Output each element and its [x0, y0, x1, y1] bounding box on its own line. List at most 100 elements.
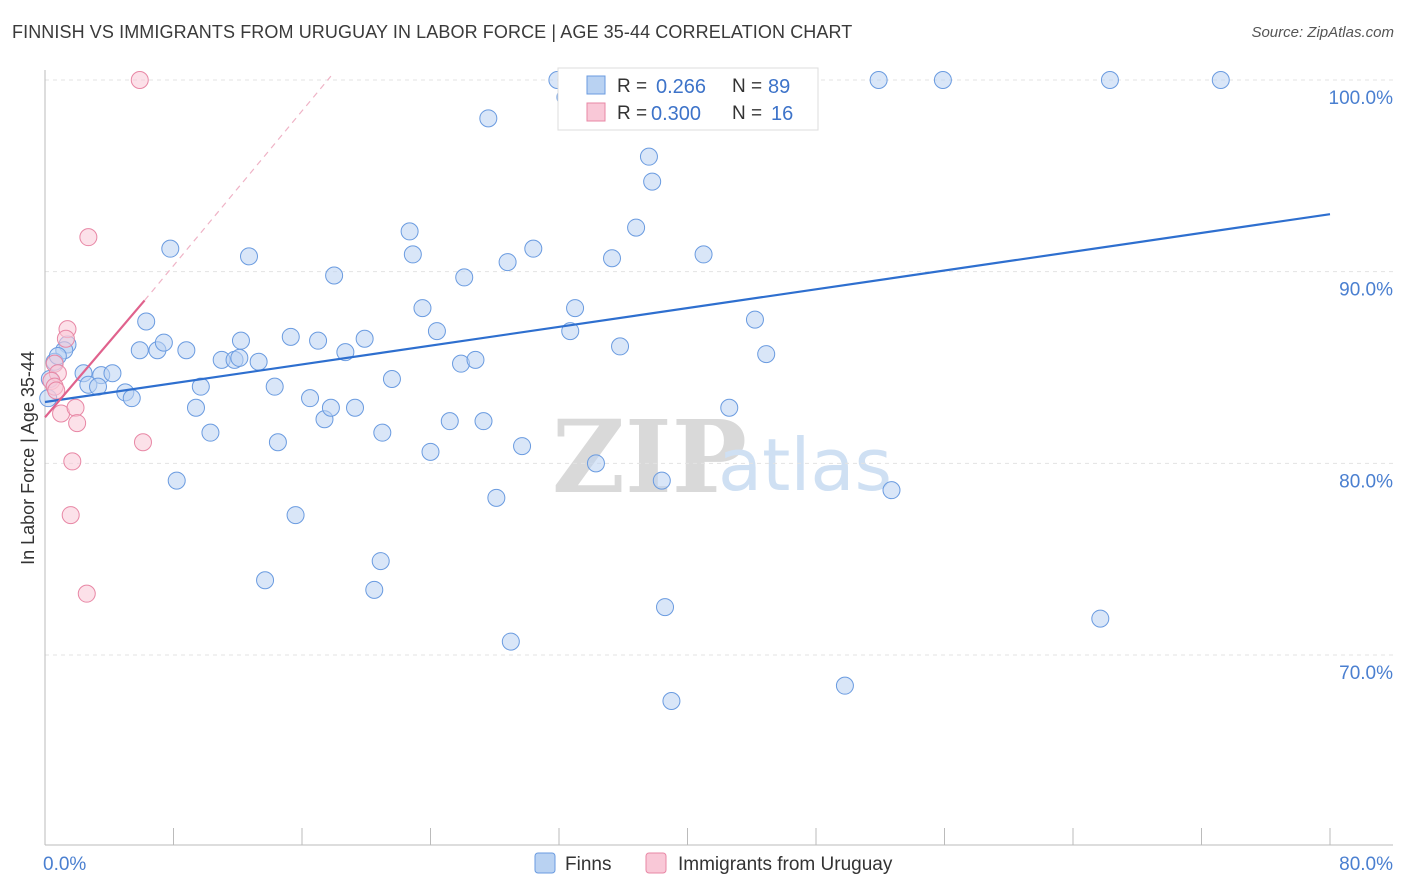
- finns-point: [421, 442, 440, 461]
- finns-point: [286, 506, 305, 525]
- finns-point: [513, 437, 532, 456]
- bottom-legend-label-finns: Finns: [565, 854, 611, 875]
- finns-point: [487, 488, 506, 507]
- uruguay-trend-line: [44, 299, 146, 419]
- finns-point: [186, 398, 205, 417]
- source-label: Source: ZipAtlas.com: [1251, 24, 1394, 41]
- finns-point: [201, 423, 220, 442]
- finns-point: [501, 632, 520, 651]
- uruguay-point: [130, 71, 149, 89]
- x-tick-label: 0.0%: [43, 854, 86, 875]
- finns-point: [265, 377, 284, 396]
- uruguay-point: [56, 329, 75, 348]
- finns-point: [427, 322, 446, 341]
- series-legend: Finns Immigrants from Uruguay: [534, 852, 893, 875]
- bottom-legend-swatch-finns: [534, 852, 556, 874]
- finns-point: [239, 247, 258, 266]
- legend-r-label-finns: R =: [617, 76, 647, 97]
- finns-point: [103, 364, 122, 383]
- bottom-legend-swatch-uruguay: [645, 852, 667, 874]
- finns-point: [137, 312, 156, 331]
- finns-point: [627, 218, 646, 237]
- finns-point: [256, 571, 275, 590]
- finns-trend-line: [44, 213, 1331, 404]
- y-tick-label: 70.0%: [1339, 663, 1393, 684]
- finns-point: [639, 147, 658, 166]
- finns-point: [757, 345, 776, 364]
- finns-point: [413, 299, 432, 318]
- watermark-atlas: atlas: [718, 423, 892, 507]
- uruguay-point: [79, 228, 98, 247]
- uruguay-points: [42, 71, 152, 603]
- finns-point: [122, 389, 141, 408]
- finns-point: [373, 423, 392, 442]
- gridlines: [45, 79, 1393, 656]
- finns-point: [346, 398, 365, 417]
- finns-point: [662, 692, 681, 710]
- finns-point: [281, 327, 300, 346]
- finns-point: [498, 253, 517, 272]
- finns-point: [249, 352, 268, 371]
- uruguay-point: [68, 414, 87, 433]
- finns-point: [130, 341, 149, 360]
- x-tick-label: 80.0%: [1339, 854, 1393, 875]
- finns-point: [1100, 71, 1119, 89]
- y-tick-label: 90.0%: [1339, 280, 1393, 301]
- finns-point: [382, 370, 401, 388]
- finns-point: [720, 398, 739, 417]
- finns-point: [325, 266, 344, 285]
- watermark: ZIP atlas: [552, 398, 892, 516]
- y-axis-label: In Labor Force | Age 35-44: [18, 351, 38, 565]
- finns-point: [745, 310, 764, 329]
- finns-point: [643, 172, 662, 191]
- legend-swatch-finns: [586, 75, 606, 95]
- y-tick-label: 100.0%: [1329, 88, 1394, 109]
- finns-point: [440, 412, 459, 431]
- finns-point: [455, 268, 474, 287]
- finns-point: [656, 598, 675, 617]
- legend-n-label-uruguay: N =: [732, 103, 762, 124]
- bottom-legend-label-uruguay: Immigrants from Uruguay: [678, 854, 893, 875]
- finns-point: [1091, 609, 1110, 628]
- finns-point: [371, 552, 390, 571]
- finns-point: [694, 245, 713, 264]
- uruguay-point: [61, 506, 80, 525]
- finns-point: [882, 481, 901, 500]
- finns-point: [154, 333, 173, 352]
- finns-point: [835, 676, 854, 695]
- finns-point: [603, 249, 622, 268]
- finns-point: [400, 222, 419, 241]
- finns-point: [474, 412, 493, 431]
- y-tick-label: 80.0%: [1339, 471, 1393, 492]
- finns-point: [268, 433, 287, 452]
- finns-point: [466, 350, 485, 369]
- uruguay-point: [47, 381, 66, 400]
- legend-n-value-uruguay: 16: [771, 103, 793, 125]
- finns-point: [167, 471, 186, 490]
- trend-lines: [44, 75, 1331, 419]
- finns-point: [479, 109, 498, 128]
- finns-point: [403, 245, 422, 264]
- uruguay-point: [77, 584, 96, 603]
- x-tick-labels: 0.0% 80.0%: [43, 854, 1393, 875]
- uruguay-point: [66, 398, 85, 417]
- finns-point: [230, 348, 249, 367]
- watermark-zip: ZIP: [552, 398, 747, 516]
- finns-point: [524, 239, 543, 258]
- finns-point: [586, 454, 605, 473]
- axes: [44, 70, 1393, 846]
- legend-swatch-uruguay: [586, 102, 606, 122]
- uruguay-point: [63, 452, 82, 471]
- finns-point: [933, 71, 952, 89]
- finns-point: [301, 389, 320, 408]
- legend-r-value-finns: 0.266: [656, 76, 706, 98]
- finns-point: [321, 398, 340, 417]
- y-tick-labels: 100.0% 90.0% 80.0% 70.0%: [1329, 88, 1394, 684]
- legend-r-value-uruguay: 0.300: [651, 103, 701, 125]
- finns-point: [652, 471, 671, 490]
- legend-r-label-uruguay: R =: [617, 103, 647, 124]
- finns-point: [309, 331, 328, 350]
- finns-point: [231, 331, 250, 350]
- uruguay-trend-extension: [144, 75, 332, 301]
